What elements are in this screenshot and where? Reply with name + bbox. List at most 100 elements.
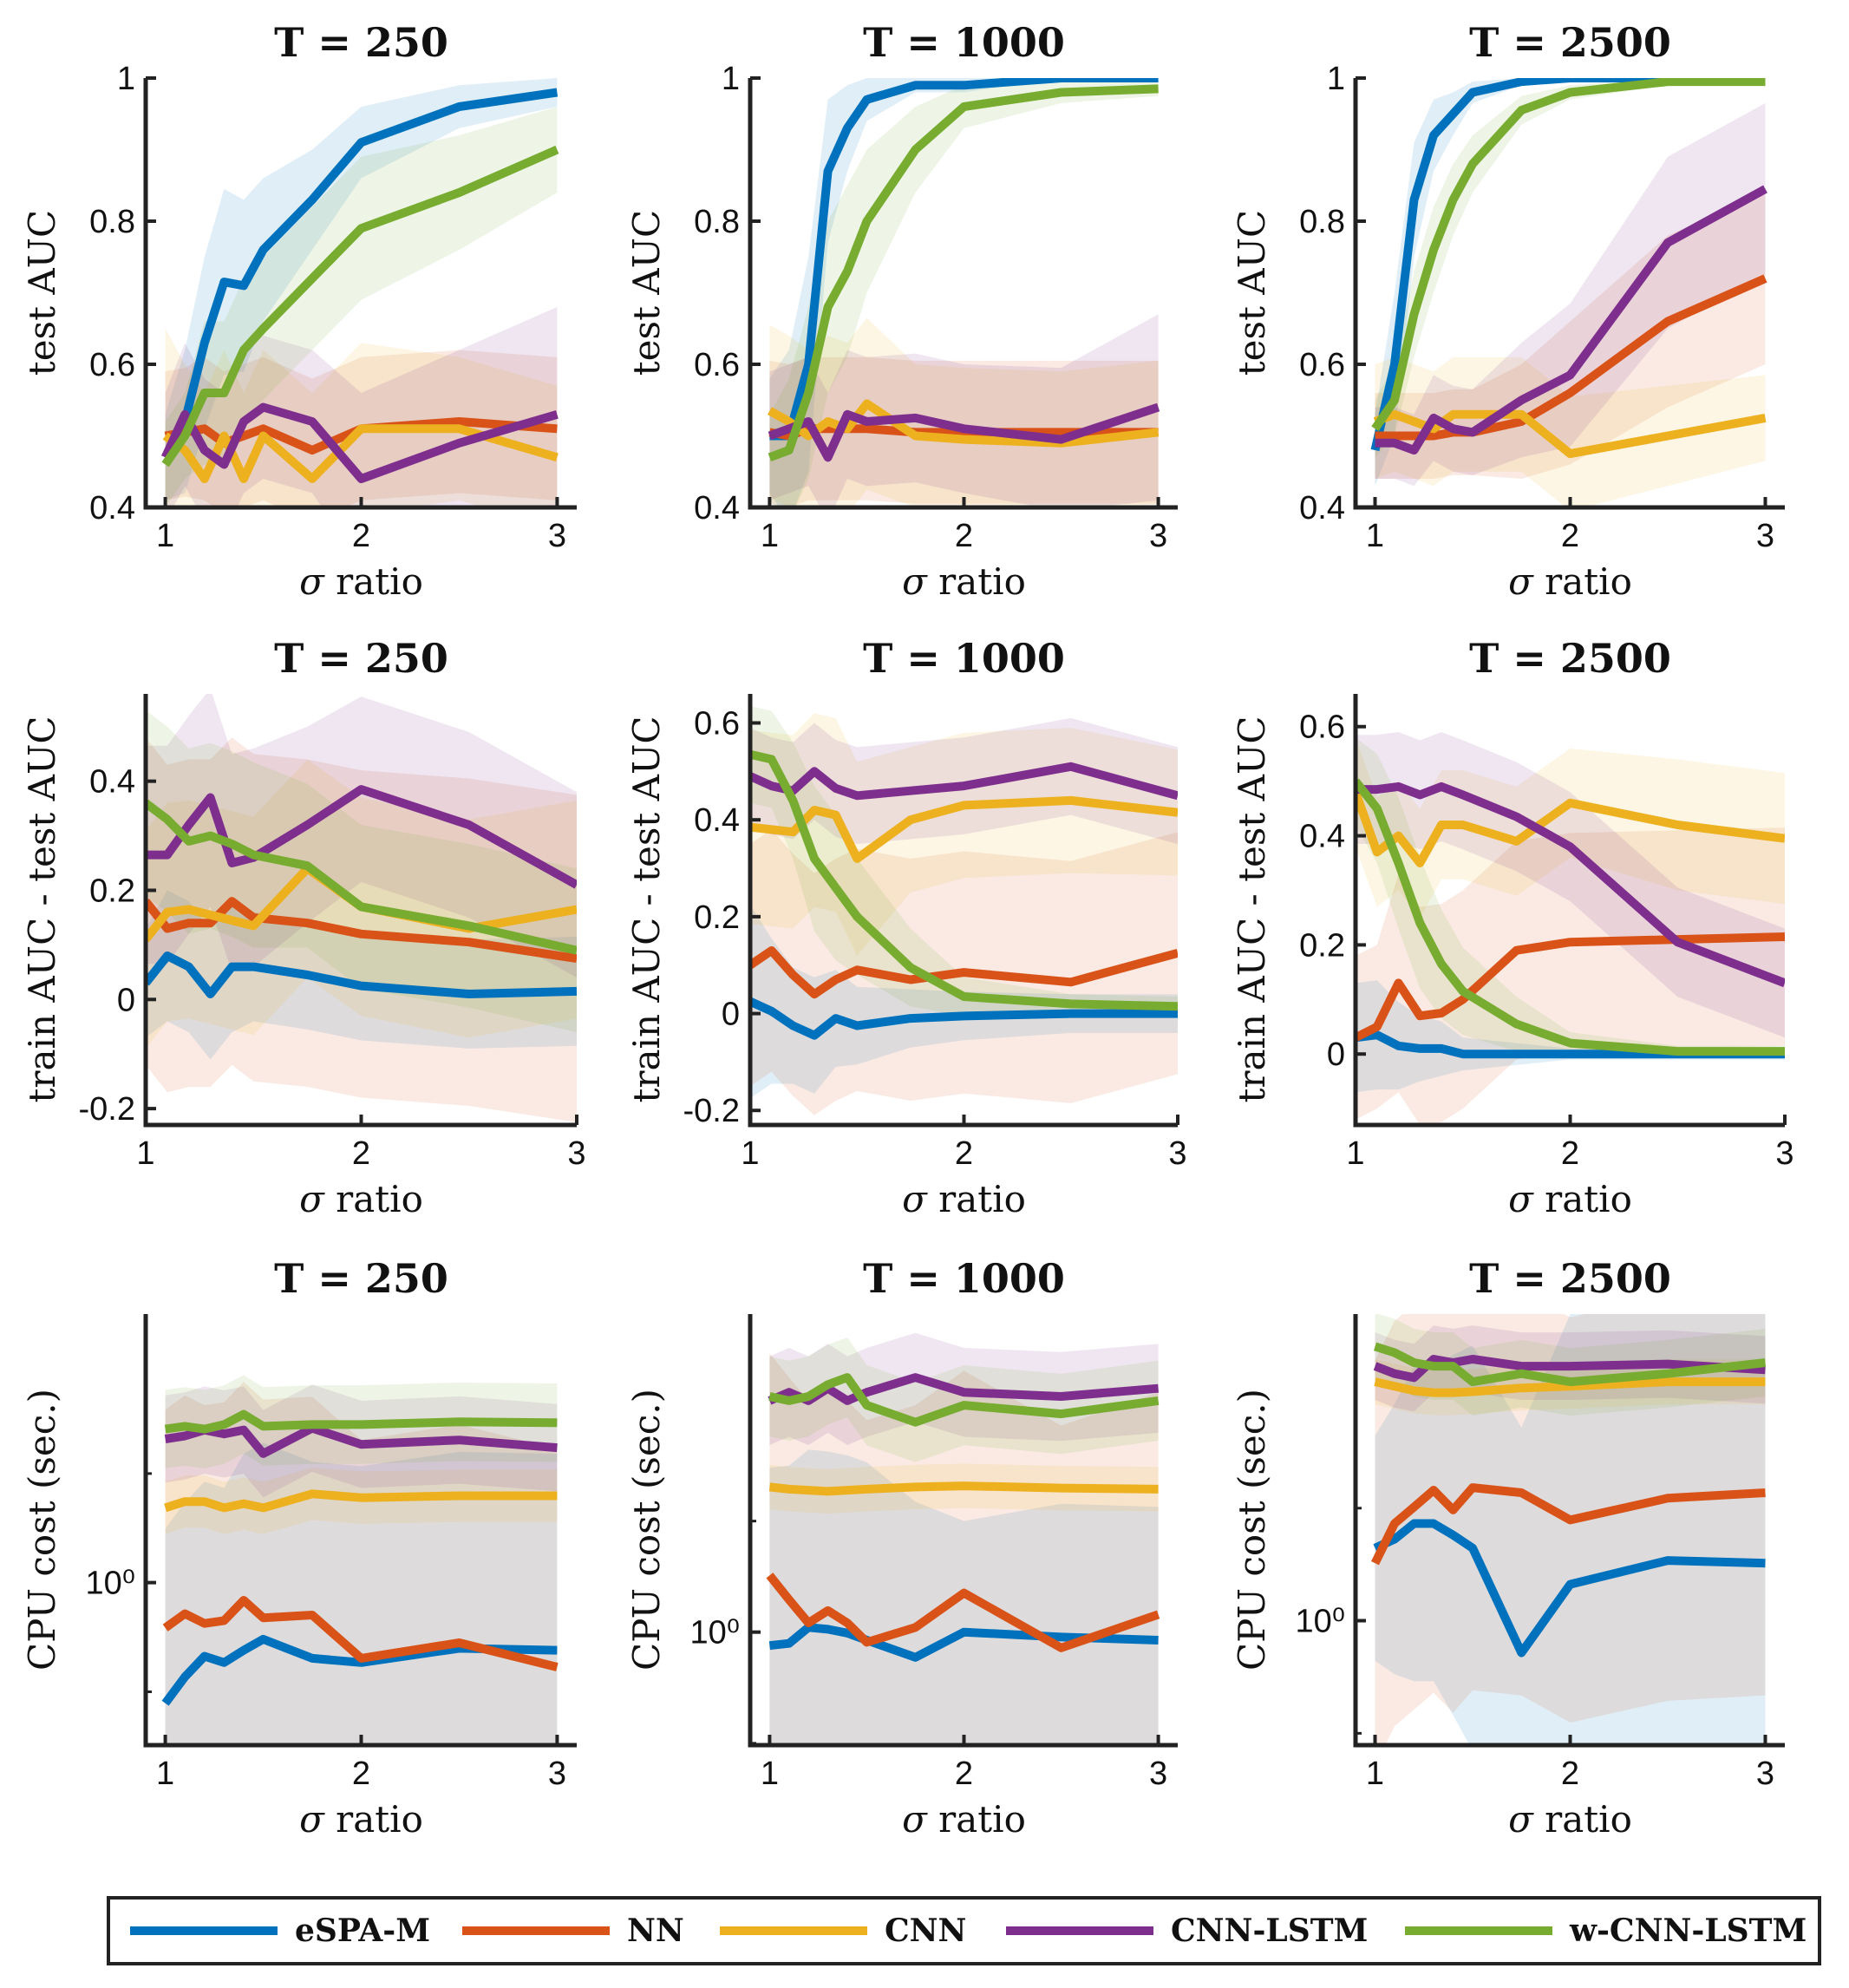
line-nn	[162, 1596, 559, 1671]
line-w-cnn-lstm	[768, 1373, 1160, 1427]
line-w-cnn-lstm	[750, 749, 1178, 1011]
panel-title: T = 250	[274, 19, 448, 66]
line-cnn-lstm	[1356, 781, 1785, 988]
line-w-cnn-lstm	[146, 799, 577, 955]
x-tick-label: 1	[156, 518, 174, 554]
band-w-cnn-lstm	[165, 107, 558, 507]
y-tick-label: 10⁰	[85, 1566, 135, 1602]
series-lines	[1371, 1342, 1767, 1658]
band-espa-m	[769, 78, 1159, 507]
y-axis-label: train AUC - test AUC	[625, 716, 668, 1103]
x-tick-label: 3	[1149, 1756, 1167, 1792]
band-cnn	[750, 713, 1178, 956]
line-cnn-lstm	[164, 1423, 558, 1458]
x-tick-label: 3	[567, 1135, 585, 1172]
y-axis-label: train AUC - test AUC	[21, 716, 63, 1103]
series-lines	[1370, 78, 1767, 459]
line-cnn-lstm	[1375, 185, 1767, 454]
y-tick-label: -0.2	[683, 1093, 740, 1129]
panel-1-3: 0.4 0.6 0.8 1 1 2 3 T = 2500 σ ratio test AUC	[1231, 19, 1785, 603]
x-tick-label: 1	[761, 518, 779, 554]
line-cnn	[768, 1481, 1159, 1496]
band-espa-m	[146, 890, 577, 1060]
band-espa-m	[165, 1442, 558, 1745]
band-cnn	[1356, 737, 1785, 918]
band-cnn	[165, 328, 558, 507]
x-tick-label: 3	[1775, 1135, 1793, 1172]
y-tick-label: 0.4	[89, 764, 135, 801]
y-axis-label: train AUC - test AUC	[1231, 716, 1273, 1103]
x-tick-label: 3	[1149, 518, 1167, 554]
line-espa-m	[769, 78, 1159, 441]
band-cnn-lstm	[1356, 732, 1785, 1038]
panel-title: T = 1000	[863, 19, 1065, 66]
legend-label: CNN-LSTM	[1171, 1913, 1368, 1949]
panel-1-1: 0.4 0.6 0.8 1 1 2 3 T = 250 σ ratio test AUC	[21, 19, 577, 603]
line-espa-m	[1370, 78, 1766, 452]
band-nn	[165, 1382, 558, 1745]
legend-label: NN	[627, 1913, 684, 1949]
line-cnn	[1373, 409, 1767, 459]
line-w-cnn-lstm	[1371, 78, 1766, 432]
x-axis-label: σ ratio	[1508, 1178, 1632, 1220]
y-tick-label: 0.8	[694, 204, 740, 240]
x-tick-label: 2	[955, 1756, 973, 1792]
y-tick-label: 10⁰	[689, 1615, 740, 1651]
axes	[1353, 1314, 1785, 1748]
x-tick-label: 3	[1168, 1135, 1186, 1172]
series-lines	[750, 749, 1178, 1040]
x-axis-label: σ ratio	[299, 560, 423, 603]
band-espa-m	[1375, 1314, 1766, 1745]
x-axis-label: σ ratio	[299, 1798, 423, 1841]
bands	[165, 78, 558, 507]
line-nn	[750, 946, 1178, 999]
panel-2-3: 0 0.2 0.4 0.6 1 2 3 T = 2500 σ ratio train AUC - …	[1231, 635, 1794, 1220]
x-tick-label: 1	[741, 1135, 759, 1172]
line-w-cnn-lstm	[164, 1409, 558, 1434]
x-tick-label: 2	[352, 518, 370, 554]
band-espa-m	[165, 78, 558, 500]
x-tick-label: 1	[1366, 518, 1384, 554]
y-tick-label: 0.2	[1299, 927, 1345, 964]
x-axis-label: σ ratio	[902, 1798, 1026, 1841]
x-axis-label: σ ratio	[1508, 560, 1632, 603]
y-tick-label: 0.8	[89, 204, 135, 240]
y-axis-label: test AUC	[625, 210, 668, 376]
x-axis-label: σ ratio	[902, 560, 1026, 603]
y-axis-label: test AUC	[21, 210, 63, 376]
panel-title: T = 250	[274, 1255, 448, 1302]
line-cnn	[162, 424, 559, 483]
panel-2-1: -0.2 0 0.2 0.4 1 2 3 T = 250 σ ratio train AUC - …	[21, 635, 586, 1220]
band-nn	[1375, 193, 1766, 479]
y-tick-label: 0.2	[694, 899, 740, 936]
x-tick-label: 2	[955, 1135, 973, 1172]
panel-title: T = 2500	[1469, 1255, 1671, 1302]
line-espa-m	[146, 951, 577, 998]
panel-title: T = 2500	[1469, 19, 1671, 66]
x-tick-label: 1	[136, 1135, 154, 1172]
line-nn	[1371, 1483, 1766, 1566]
x-tick-label: 3	[1756, 1756, 1774, 1792]
axes	[748, 1314, 1178, 1748]
line-nn	[766, 1573, 1160, 1652]
y-tick-label: 0.6	[1299, 710, 1345, 746]
axes	[143, 1314, 577, 1748]
panel-1-2: 0.4 0.6 0.8 1 1 2 3 T = 1000 σ ratio test AUC	[625, 19, 1178, 603]
y-tick-label: 0	[117, 982, 135, 1018]
panel-title: T = 1000	[863, 1255, 1065, 1302]
panel-3-2: 10⁰ 1 2 3 T = 1000 σ ratio CPU cost (sec.)	[625, 1255, 1178, 1841]
band-w-cnn-lstm	[769, 1337, 1159, 1462]
panel-2-2: -0.2 0 0.2 0.4 0.6 1 2 3 T = 1000 σ ratio train AU…	[625, 635, 1187, 1220]
y-axis-label: CPU cost (sec.)	[625, 1389, 668, 1671]
x-tick-label: 1	[761, 1756, 779, 1792]
legend: eSPA-M NN CNN CNN-LSTM w-CNN-LSTM	[107, 1896, 1821, 1965]
legend-entry-espa-m: eSPA-M	[130, 1913, 430, 1949]
series-lines	[767, 78, 1160, 462]
x-tick-label: 2	[1561, 1756, 1579, 1792]
line-w-cnn-lstm	[161, 145, 559, 468]
band-w-cnn-lstm	[769, 82, 1159, 507]
x-axis-label: σ ratio	[1508, 1798, 1632, 1841]
legend-label: CNN	[885, 1913, 966, 1949]
